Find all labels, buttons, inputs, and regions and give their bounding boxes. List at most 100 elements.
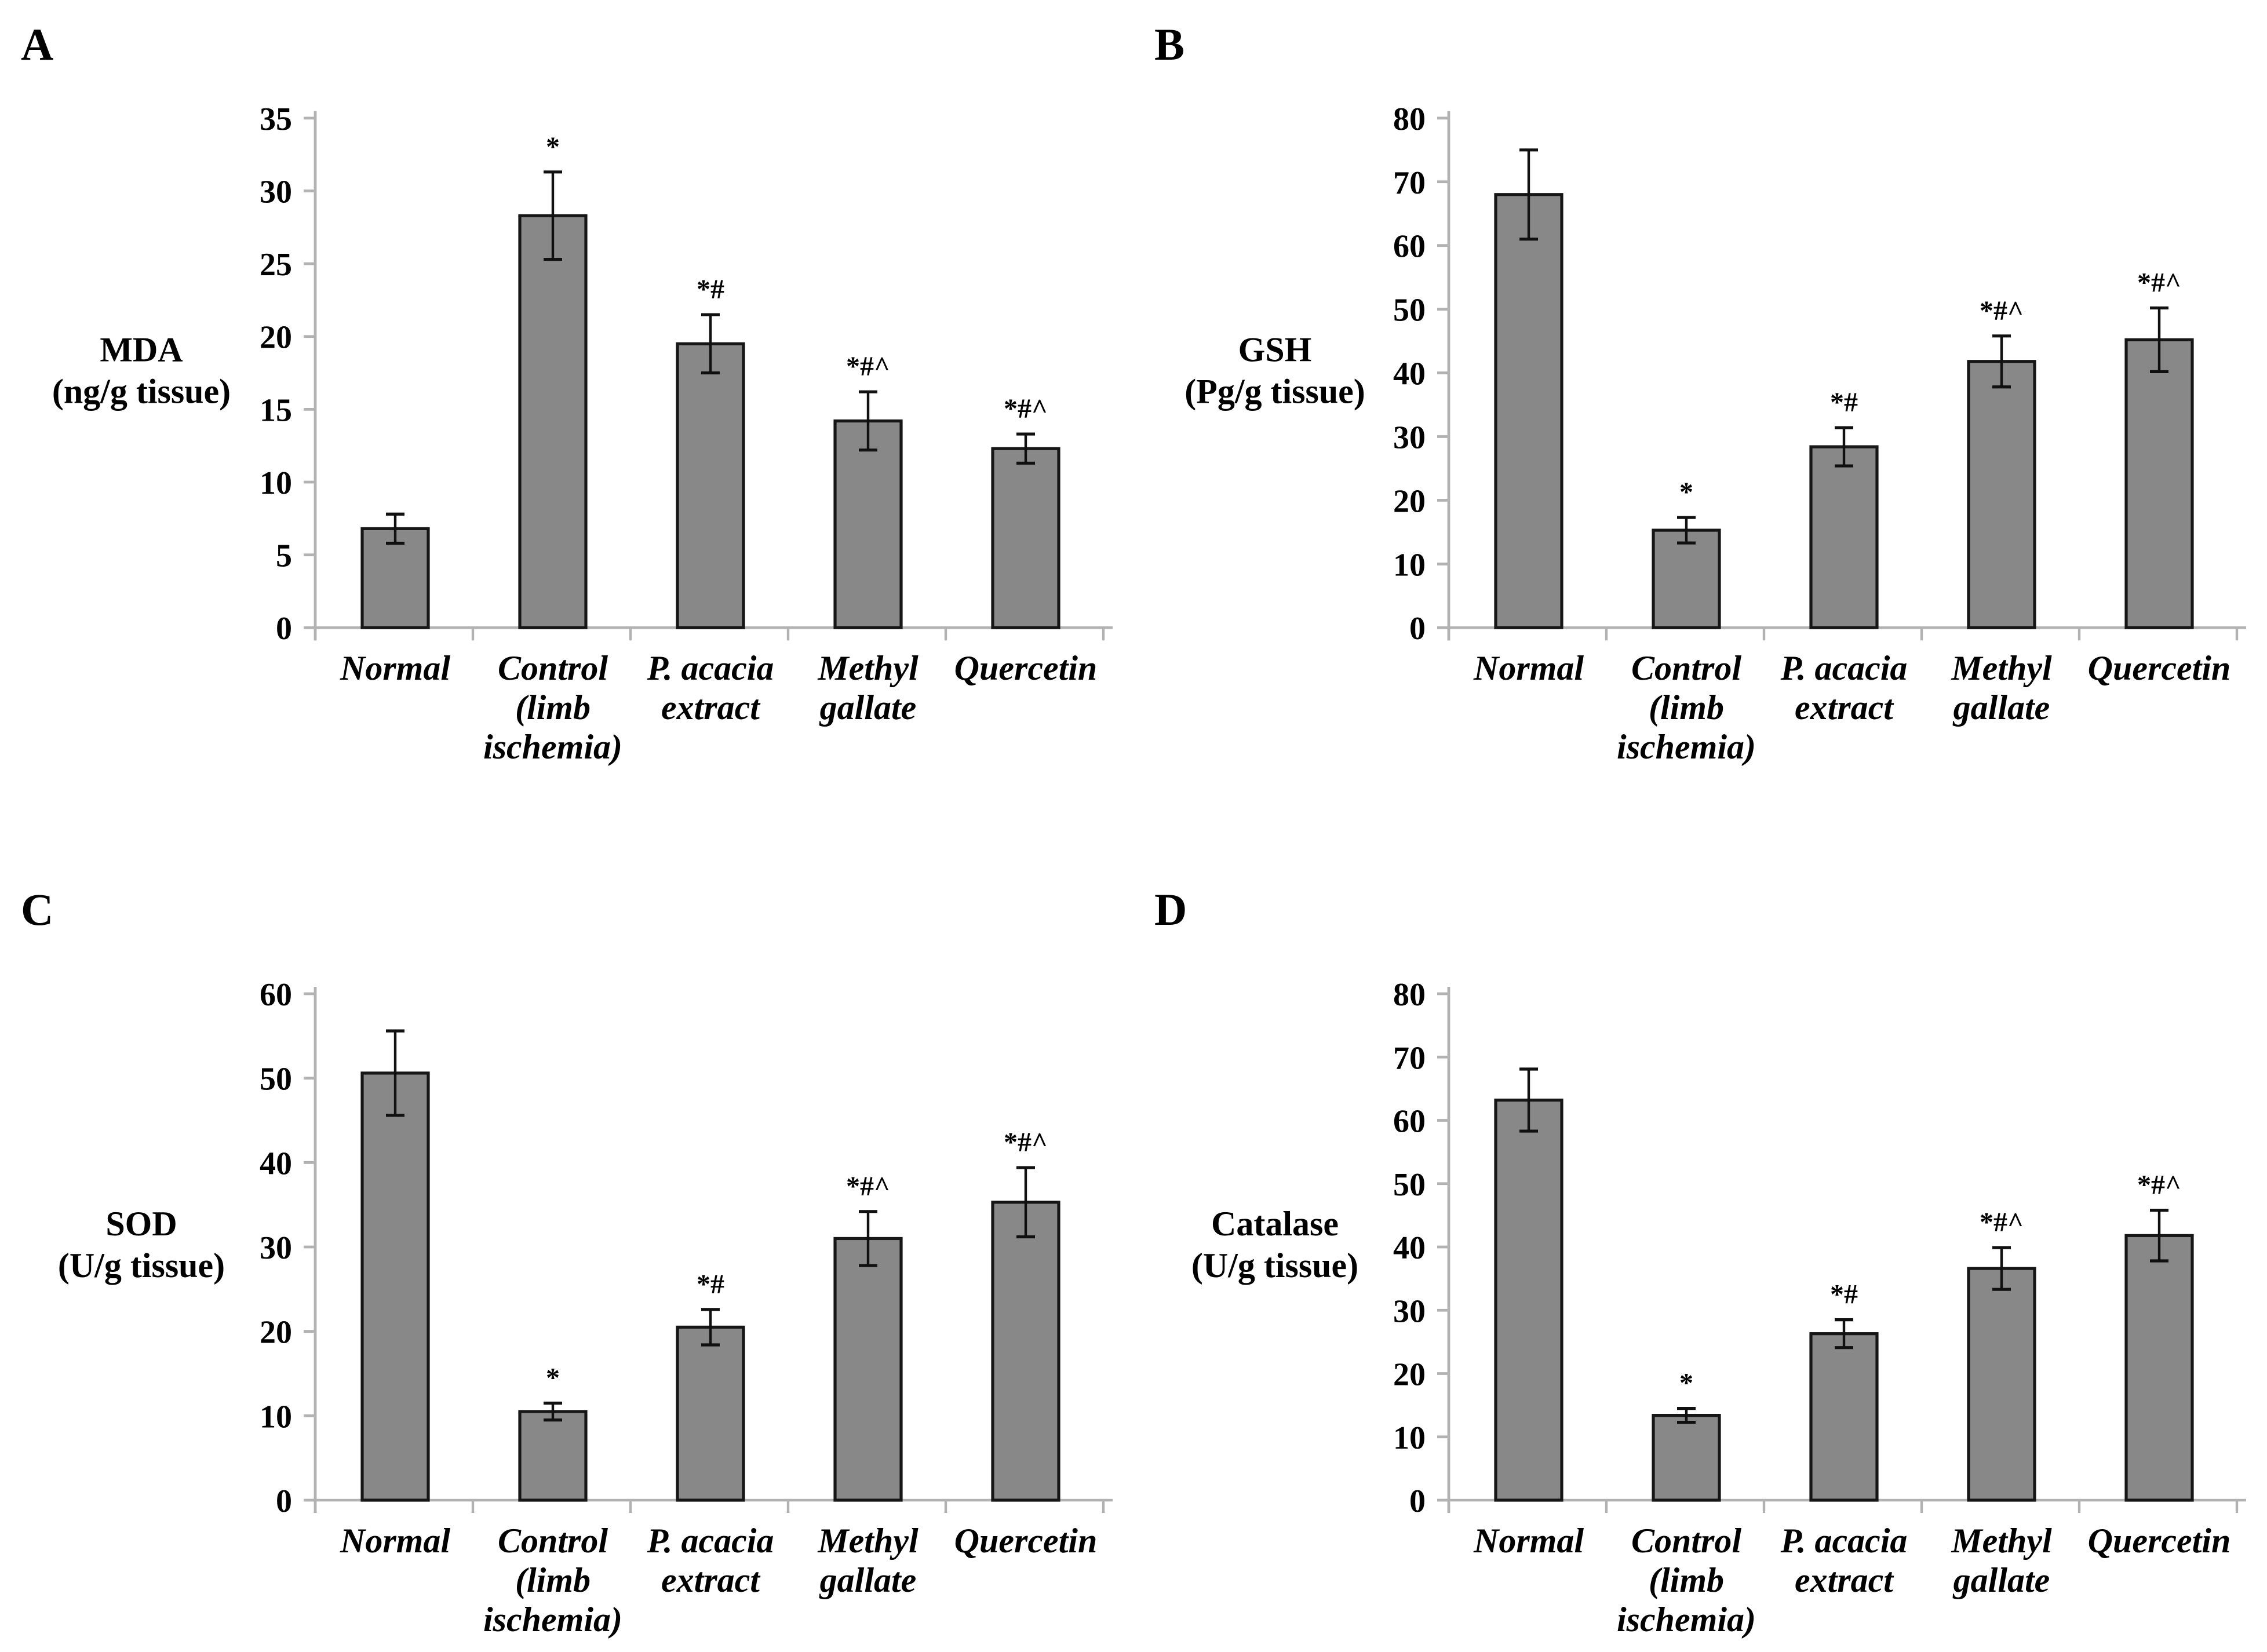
y-tick-label: 15 (260, 392, 292, 428)
y-tick-label: 5 (276, 538, 292, 574)
panel-a: A 0 5 10 15 20 25 30 35 MDA (ng/g tissue) Normal * C… (0, 0, 1134, 826)
chart-a-mda: 0 5 10 15 20 25 30 35 MDA (ng/g tissue) Normal * Con… (52, 101, 1113, 766)
y-tick-label: 70 (1393, 165, 1426, 201)
x-category-label: ischemia) (483, 1600, 622, 1639)
significance-annotation: * (546, 132, 560, 162)
y-tick-label: 30 (260, 1230, 292, 1266)
significance-annotation: *# (1830, 1279, 1858, 1310)
bar-methyl-gallate (1967, 360, 2036, 629)
y-axis-label: (U/g tissue) (58, 1246, 225, 1285)
y-tick-label: 60 (1393, 229, 1426, 265)
panel-c: C 0 10 20 30 40 50 60 SOD (U/g tissue) Normal * Con… (0, 826, 1134, 1652)
y-tick-label: 20 (260, 1315, 292, 1351)
y-tick-label: 20 (260, 320, 292, 356)
x-category-label: P. acacia (647, 649, 774, 687)
x-category-label: Control (498, 1522, 608, 1560)
significance-annotation: *#^ (1980, 1207, 2024, 1238)
y-axis-label: SOD (105, 1205, 177, 1243)
panel-a-letter: A (21, 19, 54, 70)
y-tick-label: 80 (1393, 101, 1426, 137)
x-category-label: Normal (1473, 649, 1584, 687)
y-tick-label: 10 (260, 1399, 292, 1435)
x-category-label: Methyl (817, 1522, 919, 1560)
x-category-label: gallate (1952, 688, 2050, 727)
x-category-label: Control (1631, 649, 1741, 687)
panel-d: D 0 10 20 30 40 50 60 70 80 Catalase (U/g tissue) N… (1134, 826, 2267, 1652)
bar-normal (1494, 193, 1563, 629)
x-category-label: extract (661, 688, 761, 727)
bar-p-acacia-extract (1809, 1332, 1879, 1502)
y-tick-label: 50 (1393, 293, 1426, 329)
bar-control-limb-ischemia (518, 1410, 588, 1502)
y-tick-label: 0 (276, 1483, 292, 1519)
bar-normal (1494, 1098, 1563, 1502)
x-category-label: (limb (515, 688, 591, 727)
significance-annotation: *#^ (1004, 1127, 1048, 1158)
x-category-label: Quercetin (954, 649, 1098, 687)
x-category-label: Methyl (817, 649, 919, 687)
bar-quercetin (2124, 1234, 2194, 1502)
y-tick-label: 60 (260, 977, 292, 1013)
bar-p-acacia-extract (1809, 445, 1879, 629)
x-category-label: ischemia) (1617, 728, 1756, 766)
x-category-label: (limb (515, 1561, 591, 1599)
bar-control-limb-ischemia (518, 214, 588, 629)
x-category-label: Normal (340, 649, 450, 687)
y-tick-label: 25 (260, 247, 292, 283)
y-axis-label: GSH (1238, 331, 1312, 369)
y-tick-label: 50 (260, 1062, 292, 1097)
chart-d-catalase: 0 10 20 30 40 50 60 70 80 Catalase(U/g tissue) Nor… (1191, 977, 2246, 1639)
y-tick-label: 60 (1393, 1104, 1426, 1140)
significance-annotation: *#^ (846, 351, 890, 382)
x-category-label: Control (498, 649, 608, 687)
x-category-label: Methyl (1951, 649, 2052, 687)
x-category-label: Normal (1473, 1522, 1584, 1560)
x-category-label: extract (661, 1561, 761, 1599)
y-tick-label: 80 (1393, 977, 1426, 1013)
x-category-label: gallate (819, 688, 917, 727)
y-axis-label: (Pg/g tissue) (1184, 373, 1365, 411)
x-category-label: Quercetin (954, 1522, 1098, 1560)
x-category-label: (limb (1649, 1561, 1724, 1599)
x-category-label: Normal (340, 1522, 450, 1560)
panel-b-letter: B (1154, 19, 1185, 70)
y-tick-label: 0 (1409, 611, 1426, 647)
significance-annotation: *# (697, 1269, 724, 1300)
bar-methyl-gallate (833, 1237, 903, 1502)
bar-quercetin (991, 1201, 1060, 1502)
y-tick-label: 40 (260, 1146, 292, 1181)
x-category-label: (limb (1649, 688, 1724, 727)
y-tick-label: 70 (1393, 1040, 1426, 1076)
bar-methyl-gallate (833, 419, 903, 629)
bar-control-limb-ischemia (1652, 528, 1721, 629)
y-axis-label: Catalase (1211, 1205, 1339, 1243)
x-category-label: P. acacia (1780, 1522, 1908, 1560)
y-tick-label: 35 (260, 101, 292, 137)
chart-b-gsh: 0 10 20 30 40 50 60 70 80 GSH (Pg/g tissue) Normal *… (1184, 101, 2246, 766)
significance-annotation: *#^ (1004, 393, 1048, 424)
significance-annotation: *#^ (1980, 296, 2024, 326)
x-category-label: ischemia) (1617, 1600, 1756, 1639)
panel-d-letter: D (1154, 884, 1187, 935)
significance-annotation: * (546, 1362, 560, 1393)
x-category-label: P. acacia (647, 1522, 774, 1560)
bar-p-acacia-extract (676, 342, 745, 629)
x-category-label: Quercetin (2088, 1522, 2231, 1560)
y-tick-label: 30 (1393, 1293, 1426, 1329)
y-tick-label: 40 (1393, 356, 1426, 392)
y-axis-label: (U/g tissue) (1191, 1246, 1358, 1285)
y-tick-label: 30 (1393, 420, 1426, 455)
panel-c-letter: C (21, 884, 54, 935)
significance-annotation: *# (1830, 387, 1858, 418)
significance-annotation: *#^ (2137, 267, 2181, 298)
x-category-label: Control (1631, 1522, 1741, 1560)
y-tick-label: 0 (1409, 1483, 1426, 1519)
chart-c-sod: 0 10 20 30 40 50 60 SOD(U/g tissue) Normal * Contr… (58, 977, 1113, 1639)
bar-p-acacia-extract (676, 1325, 745, 1502)
bar-methyl-gallate (1967, 1267, 2036, 1502)
x-category-label: ischemia) (483, 728, 622, 766)
significance-annotation: *#^ (846, 1171, 890, 1202)
y-tick-label: 10 (1393, 547, 1426, 583)
x-category-label: Methyl (1951, 1522, 2052, 1560)
